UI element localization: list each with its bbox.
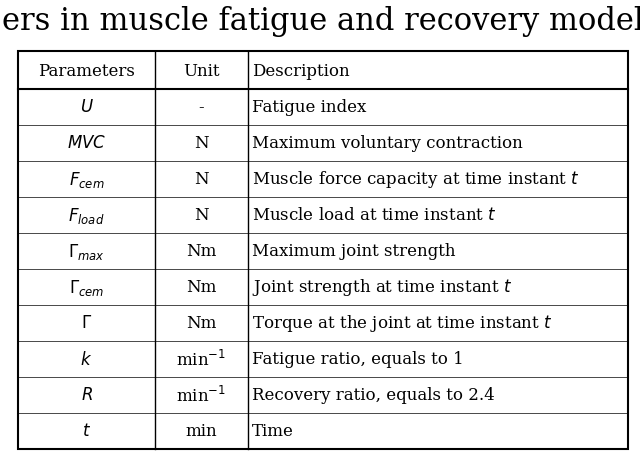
- Text: $\mathit{R}$: $\mathit{R}$: [81, 387, 93, 404]
- Text: Time: Time: [252, 423, 294, 440]
- Text: Muscle load at time instant $\mathit{t}$: Muscle load at time instant $\mathit{t}$: [252, 207, 497, 224]
- Text: $\mathit{\Gamma}$: $\mathit{\Gamma}$: [81, 315, 92, 332]
- Text: Joint strength at time instant $\mathit{t}$: Joint strength at time instant $\mathit{…: [252, 277, 513, 298]
- Text: $\mathit{\Gamma}_{max}$: $\mathit{\Gamma}_{max}$: [68, 241, 105, 262]
- Text: Unit: Unit: [183, 62, 220, 79]
- Text: min$^{-1}$: min$^{-1}$: [177, 349, 227, 369]
- Text: $\mathit{F}_{cem}$: $\mathit{F}_{cem}$: [68, 170, 104, 189]
- Text: Maximum voluntary contraction: Maximum voluntary contraction: [252, 135, 523, 152]
- Text: N: N: [194, 135, 209, 152]
- Text: Torque at the joint at time instant $\mathit{t}$: Torque at the joint at time instant $\ma…: [252, 313, 553, 334]
- Text: ers in muscle fatigue and recovery model: ers in muscle fatigue and recovery model: [2, 6, 640, 37]
- Text: $\mathit{k}$: $\mathit{k}$: [81, 350, 93, 368]
- Text: Nm: Nm: [186, 279, 217, 296]
- Text: min: min: [186, 423, 218, 440]
- Text: Maximum joint strength: Maximum joint strength: [252, 243, 456, 260]
- Text: Nm: Nm: [186, 243, 217, 260]
- Text: N: N: [194, 171, 209, 188]
- Text: -: -: [198, 99, 204, 116]
- Text: $\mathit{\Gamma}_{cem}$: $\mathit{\Gamma}_{cem}$: [68, 277, 104, 297]
- Bar: [18, 52, 628, 449]
- Text: Description: Description: [252, 62, 349, 79]
- Text: $\mathit{U}$: $\mathit{U}$: [79, 99, 93, 116]
- Text: Recovery ratio, equals to 2.4: Recovery ratio, equals to 2.4: [252, 387, 495, 404]
- Text: Nm: Nm: [186, 315, 217, 332]
- Text: $\mathit{MVC}$: $\mathit{MVC}$: [67, 135, 106, 152]
- Text: $\mathit{t}$: $\mathit{t}$: [82, 423, 91, 440]
- Text: $\mathit{F}_{load}$: $\mathit{F}_{load}$: [68, 206, 105, 226]
- Text: Fatigue index: Fatigue index: [252, 99, 366, 116]
- Text: Fatigue ratio, equals to 1: Fatigue ratio, equals to 1: [252, 351, 464, 368]
- Text: Parameters: Parameters: [38, 62, 135, 79]
- Text: Muscle force capacity at time instant $\mathit{t}$: Muscle force capacity at time instant $\…: [252, 169, 580, 190]
- Text: min$^{-1}$: min$^{-1}$: [177, 385, 227, 405]
- Text: N: N: [194, 207, 209, 224]
